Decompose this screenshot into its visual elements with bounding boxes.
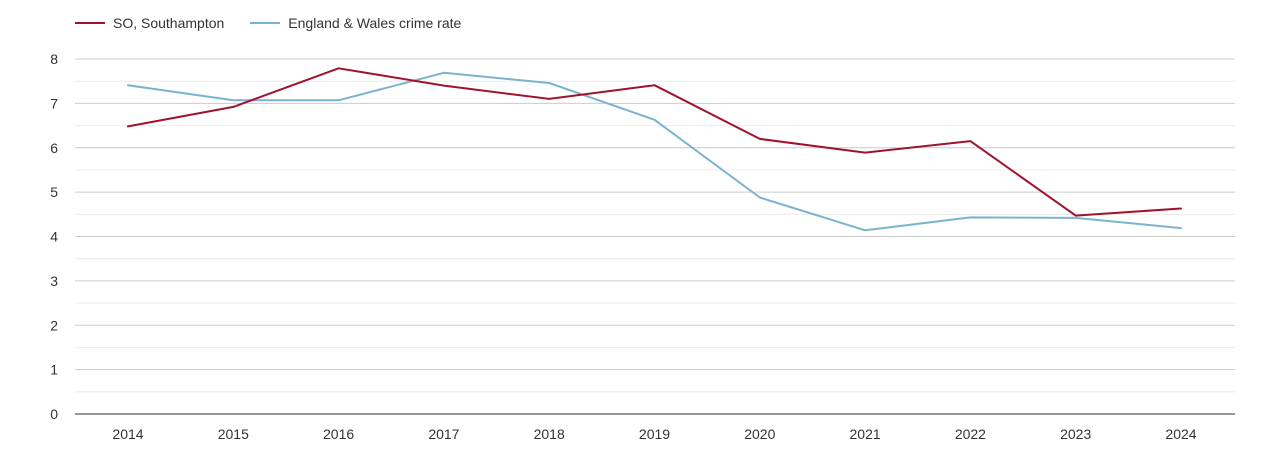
- legend: SO, Southampton England & Wales crime ra…: [75, 15, 461, 31]
- y-tick-label: 3: [50, 273, 58, 289]
- data-point-england-wales[interactable]: [546, 80, 552, 86]
- y-tick-label: 2: [50, 317, 58, 333]
- data-point-southampton[interactable]: [1178, 206, 1184, 212]
- data-point-england-wales[interactable]: [862, 227, 868, 233]
- data-point-southampton[interactable]: [230, 104, 236, 110]
- legend-item-england-wales[interactable]: England & Wales crime rate: [250, 15, 461, 31]
- series-line-southampton[interactable]: [127, 67, 1182, 217]
- legend-swatch-southampton: [75, 22, 105, 24]
- legend-label-southampton: SO, Southampton: [113, 15, 225, 31]
- x-tick-label: 2017: [428, 426, 459, 442]
- x-tick-label: 2015: [218, 426, 249, 442]
- x-tick-label: 2022: [955, 426, 986, 442]
- x-tick-label: 2023: [1060, 426, 1091, 442]
- data-point-southampton[interactable]: [125, 123, 131, 129]
- y-tick-label: 5: [50, 184, 58, 200]
- y-tick-label: 7: [50, 95, 58, 111]
- data-point-southampton[interactable]: [862, 150, 868, 156]
- data-point-southampton[interactable]: [652, 82, 658, 88]
- data-point-england-wales[interactable]: [757, 194, 763, 200]
- data-point-england-wales[interactable]: [441, 70, 447, 76]
- series-line-england-wales[interactable]: [127, 71, 1182, 232]
- data-point-southampton[interactable]: [1073, 213, 1079, 219]
- y-tick-label: 6: [50, 140, 58, 156]
- x-tick-label: 2016: [323, 426, 354, 442]
- legend-label-england-wales: England & Wales crime rate: [288, 15, 462, 31]
- data-point-england-wales[interactable]: [1178, 225, 1184, 231]
- data-point-england-wales[interactable]: [336, 97, 342, 103]
- data-point-southampton[interactable]: [967, 138, 973, 144]
- x-tick-label: 2014: [112, 426, 143, 442]
- data-point-southampton[interactable]: [336, 65, 342, 71]
- data-point-southampton[interactable]: [757, 136, 763, 142]
- x-tick-label: 2021: [850, 426, 881, 442]
- data-point-england-wales[interactable]: [125, 82, 131, 88]
- x-tick-label: 2018: [534, 426, 565, 442]
- legend-swatch-england-wales: [250, 22, 281, 24]
- data-point-southampton[interactable]: [546, 96, 552, 102]
- x-tick-label: 2020: [744, 426, 775, 442]
- data-point-england-wales[interactable]: [230, 97, 236, 103]
- y-tick-label: 4: [50, 229, 58, 245]
- x-tick-label: 2019: [639, 426, 670, 442]
- data-point-southampton[interactable]: [441, 83, 447, 89]
- y-tick-label: 1: [50, 362, 58, 378]
- y-tick-label: 8: [50, 51, 58, 67]
- data-point-england-wales[interactable]: [652, 117, 658, 123]
- y-tick-label: 0: [50, 406, 58, 422]
- x-tick-label: 2024: [1165, 426, 1196, 442]
- data-point-england-wales[interactable]: [967, 214, 973, 220]
- legend-item-southampton[interactable]: SO, Southampton: [75, 15, 224, 31]
